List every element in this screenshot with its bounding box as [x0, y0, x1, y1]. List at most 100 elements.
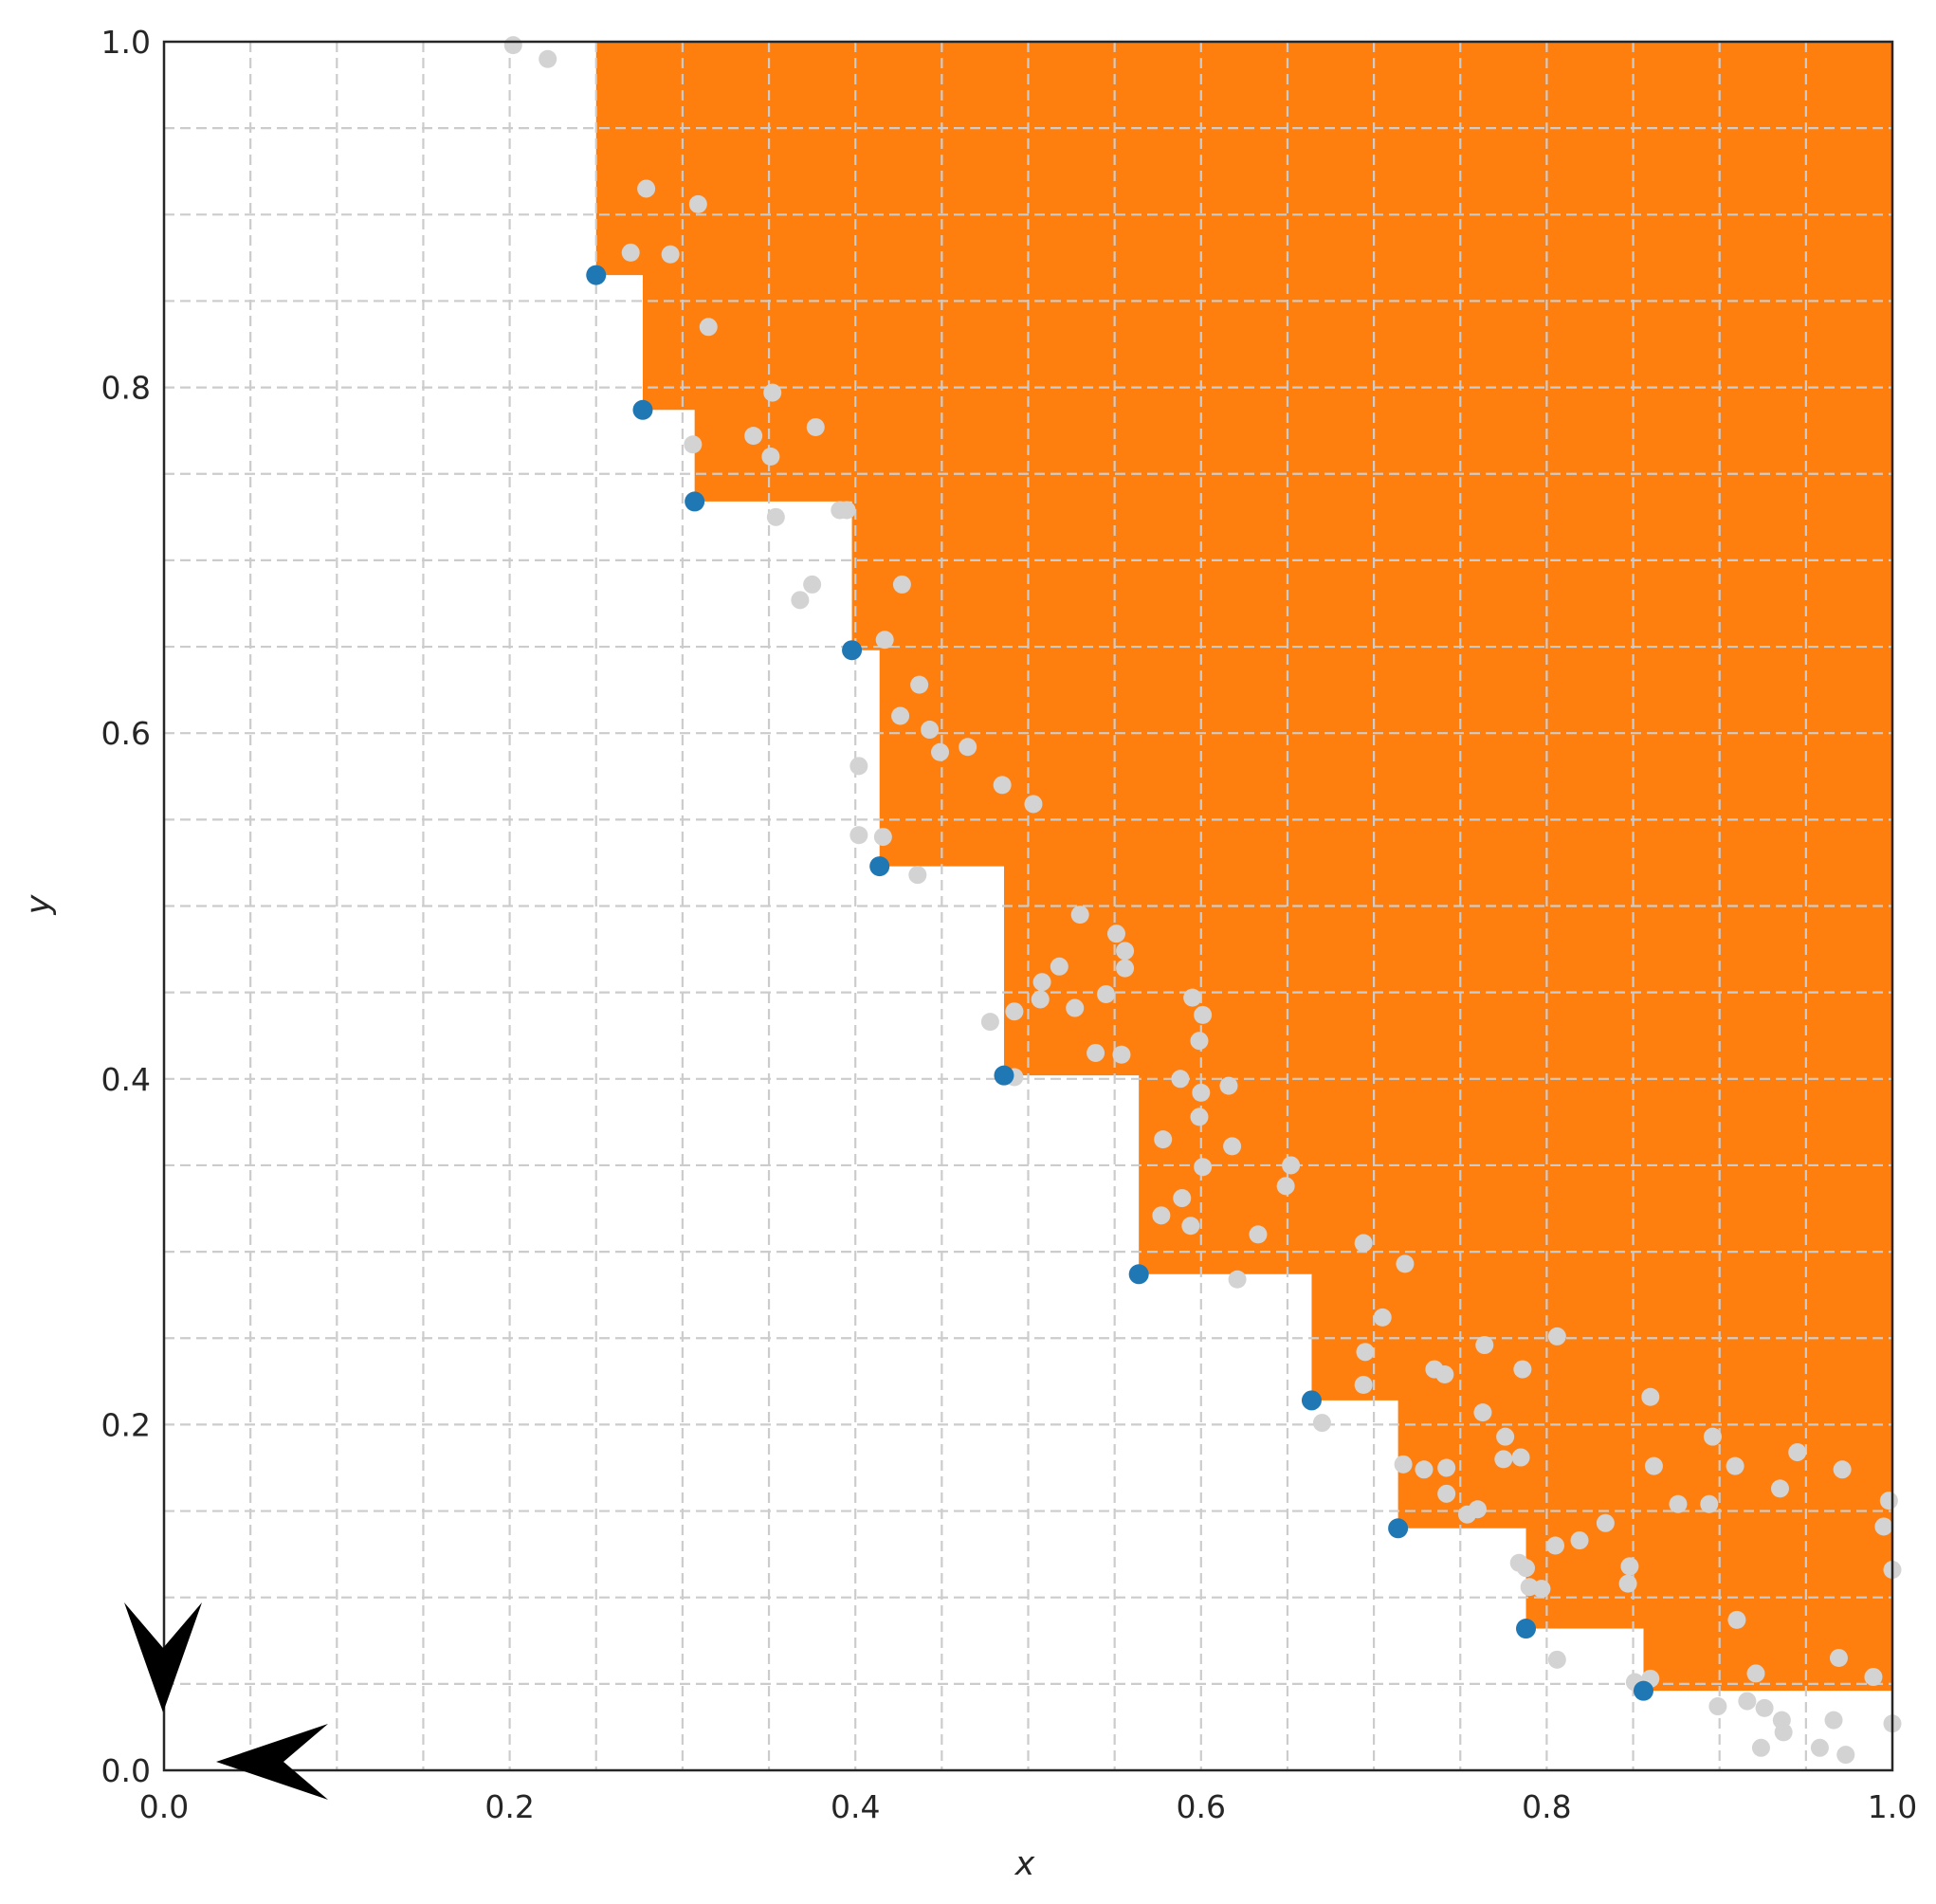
- other-point: [849, 757, 868, 776]
- other-point: [921, 721, 940, 740]
- other-point: [763, 383, 782, 402]
- other-points: [503, 36, 1902, 1765]
- other-point: [891, 706, 910, 725]
- y-tick-label: 0.6: [101, 715, 151, 752]
- other-point: [1152, 1206, 1171, 1225]
- other-point: [1788, 1443, 1807, 1462]
- other-point: [837, 501, 856, 520]
- y-axis-label: y: [20, 893, 58, 915]
- other-point: [873, 828, 892, 847]
- other-point: [1066, 998, 1085, 1017]
- other-point: [1112, 1045, 1131, 1064]
- other-point: [1596, 1513, 1615, 1532]
- x-axis-label: x: [1014, 1845, 1035, 1883]
- other-point: [621, 243, 640, 262]
- other-point: [1050, 957, 1068, 976]
- other-point: [1669, 1494, 1688, 1513]
- pareto-point: [1128, 1264, 1149, 1285]
- other-point: [744, 427, 763, 446]
- other-point: [1829, 1649, 1848, 1668]
- other-point: [1532, 1580, 1551, 1599]
- other-point: [1435, 1365, 1454, 1384]
- other-point: [1276, 1177, 1295, 1196]
- other-point: [1154, 1130, 1173, 1149]
- other-point: [1223, 1137, 1242, 1156]
- other-point: [1746, 1664, 1765, 1683]
- other-point: [1194, 1005, 1213, 1024]
- pareto-point: [1388, 1518, 1409, 1539]
- other-point: [1546, 1536, 1565, 1555]
- other-point: [699, 318, 718, 337]
- other-point: [910, 675, 929, 694]
- other-point: [1513, 1360, 1532, 1379]
- pareto-points: [586, 265, 1653, 1701]
- other-point: [1517, 1559, 1536, 1578]
- other-point: [1396, 1254, 1415, 1273]
- other-point: [1031, 990, 1050, 1009]
- y-tick-label: 0.8: [101, 370, 151, 407]
- other-point: [1836, 1746, 1855, 1765]
- other-point: [1738, 1692, 1757, 1711]
- other-point: [1354, 1234, 1373, 1253]
- other-point: [688, 194, 707, 213]
- axes-frame: [162, 40, 1894, 1772]
- other-point: [1070, 906, 1089, 925]
- other-point: [849, 826, 868, 845]
- dominated-region: [595, 42, 1892, 1692]
- other-point: [1570, 1531, 1589, 1550]
- other-point: [931, 742, 950, 761]
- pareto-point: [842, 640, 863, 661]
- other-point: [1116, 942, 1135, 961]
- other-point: [1032, 973, 1051, 992]
- other-point: [1494, 1450, 1513, 1469]
- other-point: [959, 738, 977, 757]
- y-tick-label: 0.2: [101, 1406, 151, 1443]
- other-point: [1373, 1308, 1392, 1327]
- other-point: [661, 245, 680, 264]
- other-point: [1458, 1505, 1477, 1524]
- y-tick-label: 0.0: [101, 1752, 151, 1789]
- other-point: [1249, 1225, 1268, 1244]
- other-point: [1219, 1076, 1238, 1095]
- other-point: [1810, 1738, 1829, 1757]
- other-point: [1024, 795, 1043, 814]
- pareto-point: [1301, 1390, 1322, 1411]
- other-point: [1106, 925, 1125, 943]
- other-point: [1183, 988, 1202, 1007]
- other-point: [1437, 1484, 1456, 1503]
- other-point: [1228, 1270, 1247, 1289]
- other-point: [1833, 1460, 1852, 1479]
- other-point: [803, 575, 822, 594]
- x-axis-direction-arrow-icon: [216, 1724, 328, 1800]
- pareto-point: [1516, 1619, 1537, 1639]
- other-point: [684, 435, 703, 454]
- other-point: [1644, 1456, 1663, 1475]
- other-point: [1354, 1375, 1373, 1394]
- dominated-region-area: [595, 42, 1892, 1692]
- x-tick-label: 0.8: [1522, 1788, 1571, 1825]
- other-point: [637, 179, 656, 198]
- other-point: [1356, 1343, 1375, 1362]
- other-point: [1864, 1668, 1883, 1687]
- other-point: [1641, 1387, 1660, 1406]
- other-point: [766, 507, 785, 526]
- other-point: [1703, 1427, 1722, 1446]
- other-point: [1415, 1460, 1434, 1479]
- other-point: [539, 49, 557, 68]
- other-point: [1547, 1327, 1566, 1346]
- other-point: [1726, 1456, 1744, 1475]
- other-point: [1700, 1494, 1719, 1513]
- x-tick-label: 0.0: [139, 1788, 189, 1825]
- other-point: [1282, 1156, 1301, 1175]
- other-point: [1774, 1723, 1793, 1742]
- other-point: [1874, 1517, 1893, 1536]
- other-point: [1475, 1336, 1494, 1355]
- pareto-point: [1633, 1680, 1653, 1701]
- other-point: [1312, 1414, 1331, 1433]
- other-point: [1755, 1698, 1774, 1717]
- grid: [164, 42, 1892, 1770]
- other-point: [1824, 1711, 1843, 1730]
- other-point: [1473, 1403, 1492, 1422]
- x-tick-label: 0.4: [831, 1788, 880, 1825]
- other-point: [1181, 1217, 1200, 1236]
